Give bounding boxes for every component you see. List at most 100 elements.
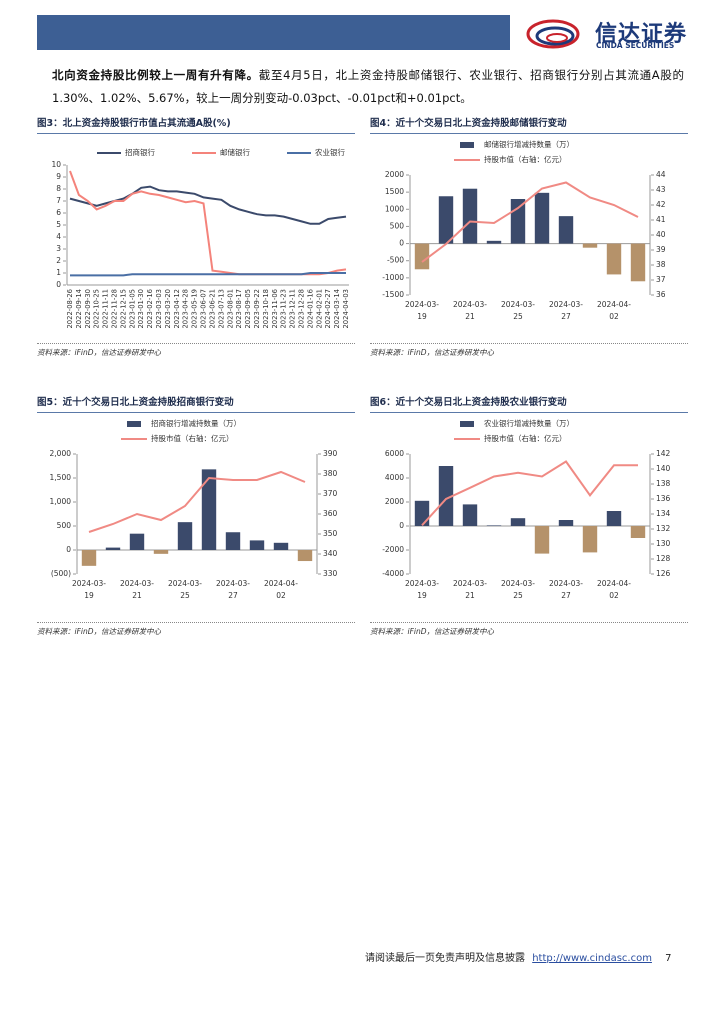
y-tick-label: (500) [51,569,71,578]
figure-title: 图3：北上资金持股银行市值占其流通A股(%) [37,115,355,134]
y-tick-label: 1,000 [50,497,72,506]
x-tick-label: 2023-11-06 [271,289,279,329]
x-tick-label: 2024-03-25 [501,300,535,321]
legend-label: 招商银行 [125,147,155,157]
x-tick-label: 2024-03-19 [72,579,106,600]
chart: 0 1 2 3 4 5 6 7 8 9 10 2022-08-26 2022-09-14 2022-09-… [51,147,350,329]
y-tick-label: 500 [57,521,72,530]
y-tick-label: 128 [656,554,671,563]
y-tick-label: 0 [56,280,61,289]
x-tick-label: 2022-09-30 [84,289,92,329]
y-tick-label: 5 [56,220,61,229]
y-tick-label: 330 [323,569,338,578]
bar [81,550,97,566]
y-tick-label: 6000 [385,449,404,458]
bar [630,243,646,282]
bar [225,532,241,550]
bar [582,526,598,553]
y-tick-label: 370 [323,489,338,498]
bar [438,466,454,526]
x-tick-label: 2022-11-28 [111,289,119,329]
x-tick-label: 2024-03-19 [405,300,439,321]
bar [630,526,646,538]
y-tick-label: 0 [399,239,404,248]
x-tick-label: 2024-03-19 [405,579,439,600]
y-tick-label: 380 [323,469,338,478]
bar [105,547,121,550]
y-tick-label: -1500 [382,290,404,299]
line-series [421,181,639,263]
bar [414,500,430,526]
y-tick-label: 350 [323,529,338,538]
bar [534,526,550,554]
y-tick-label: 0 [399,521,404,530]
bar [510,199,526,244]
y-tick-label: 1000 [385,204,404,213]
figure-title: 图6：近十个交易日北上资金持股农业银行变动 [370,394,688,413]
y-tick-label: 0 [66,545,71,554]
y-tick-label: -2000 [382,545,404,554]
legend-swatch [127,421,141,427]
y-tick-label: 43 [656,185,666,194]
y-tick-label: 1500 [385,187,404,196]
x-tick-label: 2023-01-30 [137,289,145,329]
logo-icon [526,19,580,49]
legend-swatch [460,142,474,148]
y-tick-label: 142 [656,449,671,458]
x-tick-label: 2023-04-28 [182,289,190,329]
x-tick-label: 2024-03-27 [216,579,250,600]
figure-title: 图4：近十个交易日北上资金持股邮储银行变动 [370,115,688,134]
x-tick-label: 2024-03-25 [501,579,535,600]
logo-en: CINDA SECURITIES [596,41,675,50]
y-tick-label: 36 [656,290,666,299]
y-tick-label: 8 [56,184,61,193]
footer-link[interactable]: http://www.cindasc.com [532,953,652,964]
header-bar [37,15,510,50]
y-tick-label: 2 [56,256,61,265]
y-tick-label: 41 [656,215,666,224]
bar [462,188,478,244]
x-tick-label: 2024-03-21 [453,579,487,600]
x-tick-label: 2024-03-21 [453,300,487,321]
y-tick-label: 134 [656,509,671,518]
x-tick-label: 2023-02-16 [146,289,154,329]
x-tick-label: 2023-06-07 [200,289,208,329]
x-tick-label: 2024-04-02 [597,300,631,321]
bar [249,540,265,550]
y-tick-label: 42 [656,200,666,209]
line-series [69,185,347,225]
x-tick-label: 2024-02-27 [324,289,332,329]
x-tick-label: 2024-02-01 [315,289,323,329]
x-tick-label: 2022-12-15 [119,289,127,329]
chart: -4000 -2000 0 2000 4000 6000 126 128 130 132 134 13… [382,418,671,600]
line-series [88,470,306,533]
bar [558,216,574,244]
y-tick-label: 9 [56,172,61,181]
y-tick-label: 500 [390,221,405,230]
x-tick-label: 2023-08-17 [235,289,243,329]
page-number: 7 [665,953,672,964]
x-tick-label: 2022-11-11 [102,289,110,329]
y-tick-label: 2,000 [50,449,72,458]
y-tick-label: 4 [56,232,61,241]
bar [462,504,478,526]
bar [201,469,217,550]
y-tick-label: 390 [323,449,338,458]
legend-label: 持股市值（右轴：亿元） [484,154,567,164]
y-tick-label: 1,500 [50,473,72,482]
x-tick-label: 2022-10-25 [93,289,101,329]
x-tick-label: 2024-04-02 [264,579,298,600]
bar [486,525,502,526]
y-tick-label: 37 [656,275,666,284]
y-tick-label: 136 [656,494,671,503]
x-tick-label: 2023-09-22 [253,289,261,329]
bar [606,243,622,275]
y-tick-label: 10 [51,160,61,169]
chart: -1500 -1000 -500 0 500 1000 1500 2000 36 37 38 39 40… [382,139,666,321]
x-tick-label: 2024-03-27 [549,300,583,321]
y-tick-label: 2000 [385,497,404,506]
y-tick-label: 39 [656,245,666,254]
legend-label: 招商银行增减持数量（万） [151,418,241,428]
bar [129,533,145,550]
